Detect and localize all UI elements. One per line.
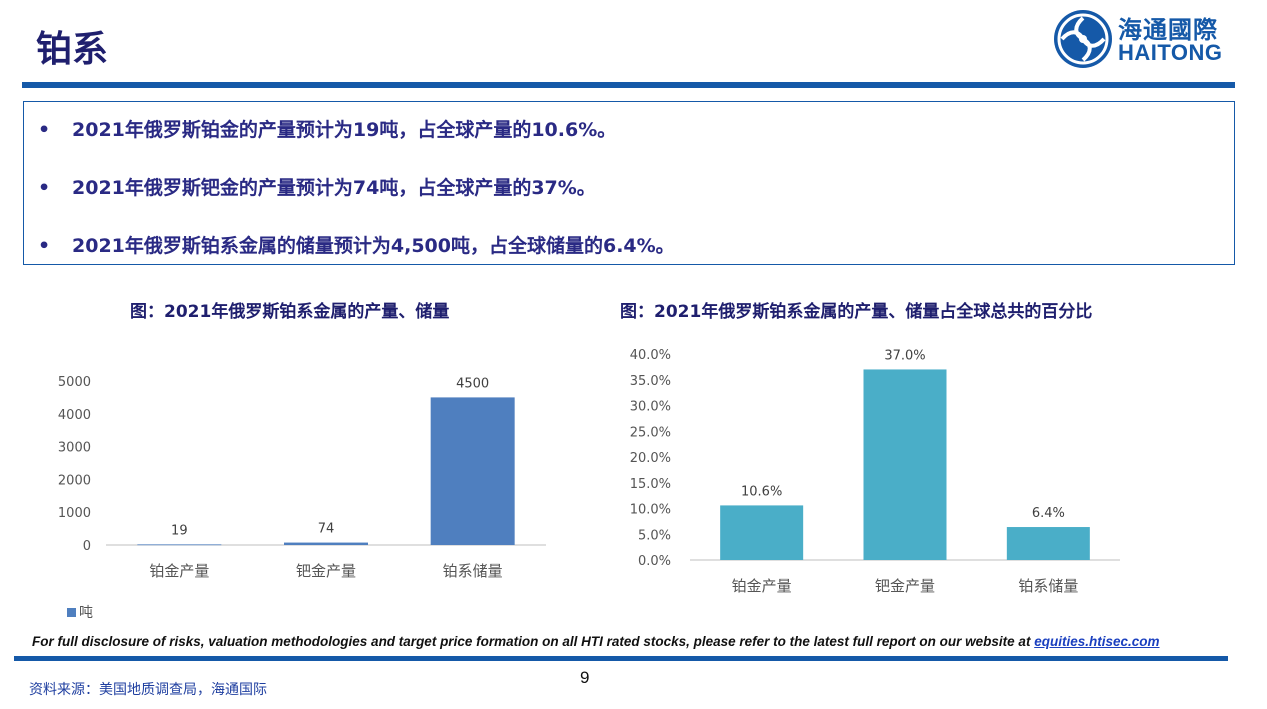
haitong-logo: 海通國際 HAITONG <box>1052 8 1242 72</box>
y-tick-label: 4000 <box>58 408 91 423</box>
chart-1-production-reserves: 0 1000 2000 3000 4000 5000 19 铂金产量 74 钯金产量 4500 铂系储… <box>58 375 546 621</box>
data-label: 4500 <box>456 376 489 391</box>
y-tick-label: 0.0% <box>638 554 671 569</box>
y-tick-label: 20.0% <box>630 451 671 466</box>
disclosure-text: For full disclosure of risks, valuation … <box>32 634 1160 649</box>
bar-2 <box>284 542 368 545</box>
category-label: 铂系储量 <box>1018 577 1078 595</box>
haitong-emblem-icon <box>1054 10 1112 68</box>
logo-chinese-text: 海通國際 <box>1118 16 1218 44</box>
bar-3 <box>430 397 515 545</box>
data-label: 10.6% <box>741 484 782 499</box>
chart-1-title: 图：2021年俄罗斯铂系金属的产量、储量 <box>130 302 450 322</box>
category-label: 钯金产量 <box>875 577 935 595</box>
y-tick-label: 35.0% <box>630 374 671 389</box>
y-tick-label: 10.0% <box>630 503 671 518</box>
legend-swatch <box>67 608 76 617</box>
footer-divider <box>14 656 1228 661</box>
page-number: 9 <box>580 668 590 687</box>
y-tick-label: 2000 <box>58 473 91 488</box>
bullet-item: • 2021年俄罗斯铂金的产量预计为19吨，占全球产量的10.6%。 <box>38 119 617 141</box>
y-tick-label: 30.0% <box>630 400 671 415</box>
bar-3 <box>1006 527 1090 560</box>
y-tick-label: 25.0% <box>630 425 671 440</box>
y-tick-label: 0 <box>83 539 91 554</box>
bar-1 <box>137 544 222 546</box>
data-label: 6.4% <box>1032 506 1065 521</box>
summary-box: • 2021年俄罗斯铂金的产量预计为19吨，占全球产量的10.6%。 • 2021年… <box>23 101 1235 265</box>
y-tick-label: 1000 <box>58 506 91 521</box>
data-label: 19 <box>171 523 188 538</box>
chart-2-title: 图：2021年俄罗斯铂系金属的产量、储量占全球总共的百分比 <box>620 302 1093 322</box>
header-divider <box>22 82 1235 88</box>
category-label: 钯金产量 <box>296 562 356 580</box>
category-label: 铂金产量 <box>149 562 209 580</box>
logo-english-text: HAITONG <box>1118 40 1223 65</box>
y-tick-label: 40.0% <box>630 348 671 363</box>
data-label: 37.0% <box>884 348 925 363</box>
bullet-item: • 2021年俄罗斯铂系金属的储量预计为4,500吨，占全球储量的6.4%。 <box>38 235 675 257</box>
source-note: 资料来源：美国地质调查局，海通国际 <box>29 682 267 698</box>
category-label: 铂系储量 <box>443 562 503 580</box>
page-title: 铂系 <box>36 29 109 70</box>
bar-2 <box>863 369 947 560</box>
website-link[interactable]: equities.htisec.com <box>1034 634 1160 649</box>
bar-1 <box>720 505 804 560</box>
chart-2-global-share: 0.0% 5.0% 10.0% 15.0% 20.0% 25.0% 30.0% 35.0% 40… <box>630 348 1120 595</box>
y-tick-label: 5.0% <box>638 528 671 543</box>
category-label: 铂金产量 <box>732 577 792 595</box>
y-tick-label: 5000 <box>58 375 91 390</box>
data-label: 74 <box>318 522 335 537</box>
legend-label: 吨 <box>79 605 93 621</box>
y-tick-label: 15.0% <box>630 477 671 492</box>
bullet-item: • 2021年俄罗斯钯金的产量预计为74吨，占全球产量的37%。 <box>38 177 596 199</box>
y-tick-label: 3000 <box>58 441 91 456</box>
